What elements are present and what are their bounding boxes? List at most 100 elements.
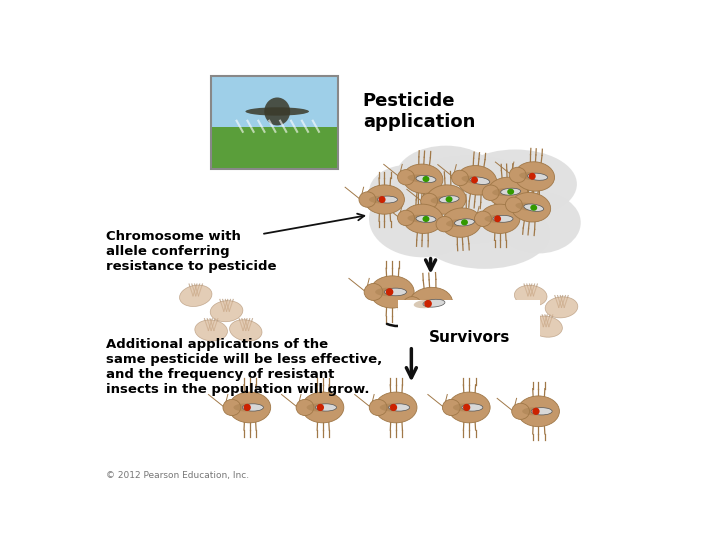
Ellipse shape [485,215,508,222]
Ellipse shape [364,284,383,300]
Ellipse shape [388,156,550,244]
Ellipse shape [512,403,529,420]
Ellipse shape [530,316,562,337]
Ellipse shape [532,408,539,415]
Ellipse shape [402,296,421,314]
Ellipse shape [448,392,490,423]
Ellipse shape [516,202,539,211]
Ellipse shape [317,404,324,411]
Ellipse shape [480,204,520,233]
Ellipse shape [414,300,439,308]
Text: Survivors: Survivors [428,330,510,346]
Ellipse shape [510,192,551,222]
Ellipse shape [451,170,469,186]
Ellipse shape [518,396,559,427]
Ellipse shape [474,211,492,226]
Ellipse shape [514,285,547,306]
Ellipse shape [522,407,546,415]
Ellipse shape [446,196,453,202]
Ellipse shape [471,177,478,184]
Ellipse shape [500,188,521,195]
Ellipse shape [436,217,453,232]
Ellipse shape [369,400,387,416]
Ellipse shape [470,177,490,185]
Ellipse shape [463,404,470,411]
Ellipse shape [515,162,554,191]
Ellipse shape [264,98,290,125]
Ellipse shape [416,215,436,222]
Ellipse shape [243,404,251,411]
Ellipse shape [519,172,542,180]
Ellipse shape [416,176,436,183]
Ellipse shape [482,185,499,200]
Ellipse shape [423,176,429,182]
FancyBboxPatch shape [211,76,338,127]
Ellipse shape [441,208,482,237]
Ellipse shape [397,210,415,226]
Ellipse shape [493,215,513,222]
Ellipse shape [528,173,548,180]
Ellipse shape [545,297,578,318]
Ellipse shape [230,320,262,341]
Text: Pesticide
application: Pesticide application [363,92,475,131]
Ellipse shape [531,205,537,211]
Ellipse shape [424,300,432,308]
Ellipse shape [423,216,429,222]
Ellipse shape [423,299,445,307]
Ellipse shape [315,404,336,411]
Text: Chromosome with
allele conferring
resistance to pesticide: Chromosome with allele conferring resist… [106,231,276,273]
Ellipse shape [487,177,528,206]
Ellipse shape [453,403,477,411]
Ellipse shape [302,392,344,423]
Ellipse shape [390,404,397,411]
Ellipse shape [462,176,485,184]
Ellipse shape [505,197,523,213]
Ellipse shape [377,196,397,203]
Ellipse shape [369,165,446,219]
Ellipse shape [524,204,544,211]
Ellipse shape [408,215,431,222]
Ellipse shape [375,288,400,296]
Ellipse shape [431,196,454,204]
Ellipse shape [179,285,212,307]
Ellipse shape [229,392,271,423]
Ellipse shape [403,164,443,193]
Ellipse shape [379,403,404,411]
Ellipse shape [389,404,410,411]
Ellipse shape [496,192,581,253]
Ellipse shape [494,215,501,222]
Ellipse shape [223,400,240,416]
Ellipse shape [307,403,331,411]
Ellipse shape [507,188,514,195]
Ellipse shape [531,408,552,415]
Text: Additional applications of the
same pesticide will be less effective,
and the fr: Additional applications of the same pest… [106,338,382,396]
Ellipse shape [409,287,453,320]
Ellipse shape [457,166,497,195]
Ellipse shape [243,404,264,411]
Ellipse shape [386,288,393,296]
Ellipse shape [420,193,438,209]
Ellipse shape [359,192,376,207]
Ellipse shape [419,200,550,269]
Ellipse shape [461,219,468,226]
Ellipse shape [528,173,536,180]
Ellipse shape [375,392,417,423]
Ellipse shape [446,219,469,227]
Ellipse shape [408,174,431,183]
Ellipse shape [210,301,243,322]
Ellipse shape [233,403,258,411]
Ellipse shape [296,400,314,416]
Text: © 2012 Pearson Education, Inc.: © 2012 Pearson Education, Inc. [106,471,249,481]
Ellipse shape [195,320,228,341]
Ellipse shape [379,196,385,203]
Ellipse shape [462,404,483,411]
Ellipse shape [369,195,392,204]
FancyBboxPatch shape [211,127,338,168]
Ellipse shape [439,195,459,203]
Ellipse shape [364,185,405,214]
Ellipse shape [492,188,516,196]
Ellipse shape [370,276,414,308]
Ellipse shape [454,150,577,219]
Ellipse shape [454,219,474,226]
Ellipse shape [396,146,496,207]
